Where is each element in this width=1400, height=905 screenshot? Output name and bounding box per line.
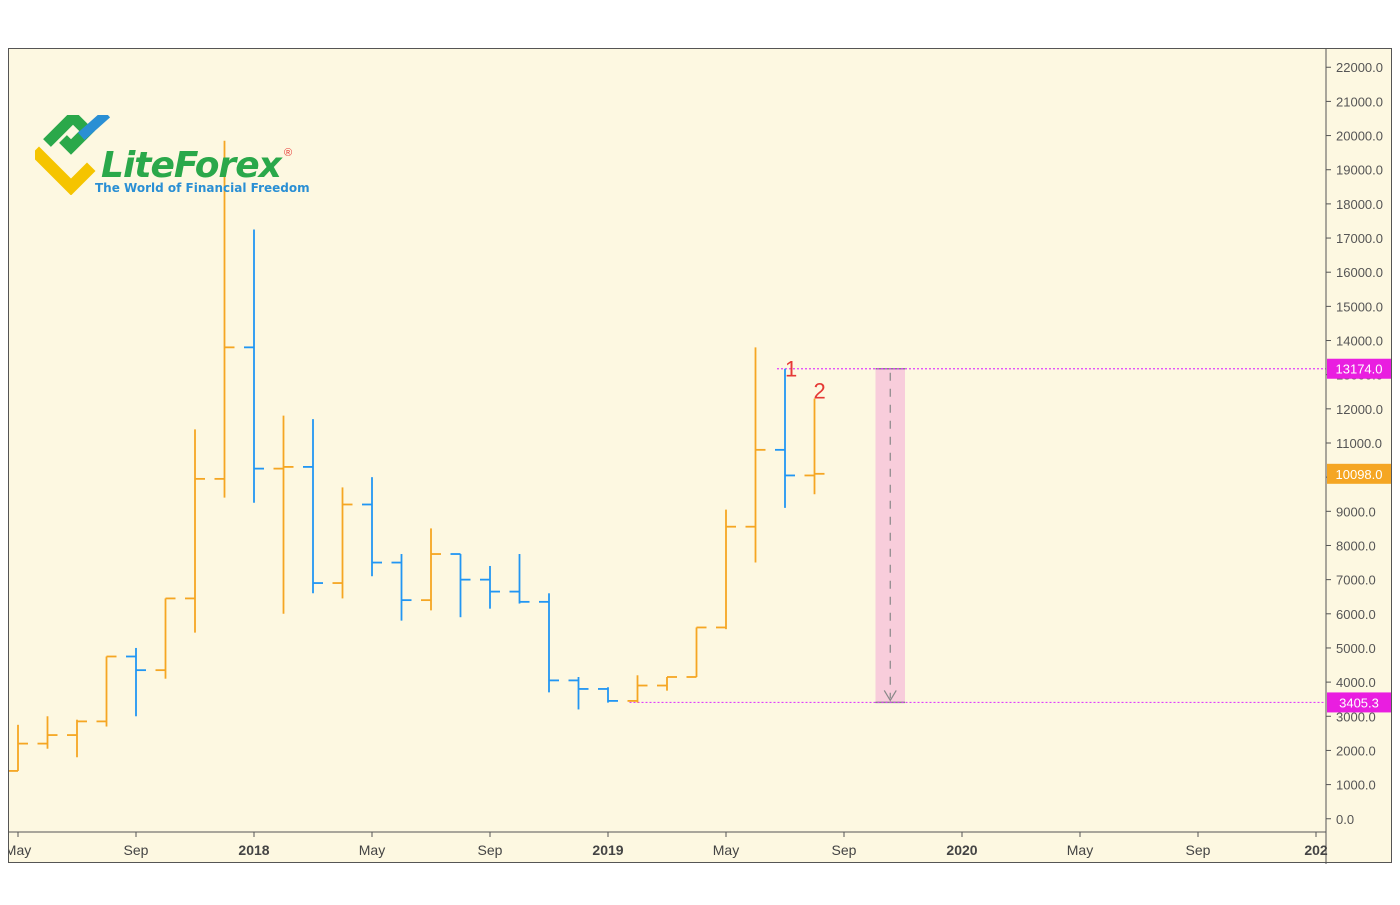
ohlc-bar	[598, 687, 618, 703]
liteforex-logo: LiteForex ® The World of Financial Freed…	[35, 115, 310, 199]
price-tick-label: 18000.0	[1336, 197, 1383, 212]
level-price-badge-1: 13174.0	[1336, 362, 1383, 377]
time-tick-label: Sep	[478, 842, 503, 858]
price-tick-label: 22000.0	[1336, 60, 1383, 75]
ohlc-bar	[568, 676, 589, 710]
price-tick-label: 3000.0	[1336, 709, 1376, 724]
ohlc-bar	[9, 724, 28, 772]
time-tick-label: 202	[1304, 842, 1328, 858]
price-tick-label: 5000.0	[1336, 641, 1376, 656]
ohlc-bar	[745, 347, 766, 563]
time-tick-label: 2018	[238, 842, 269, 858]
price-tick-label: 17000.0	[1336, 231, 1383, 246]
logo-mark-icon	[35, 115, 111, 195]
ohlc-bar	[539, 593, 559, 693]
ohlc-bar	[155, 597, 176, 679]
logo-word-forex: Forex	[173, 145, 282, 186]
ohlc-bar	[214, 140, 235, 498]
time-tick-label: 2019	[592, 842, 623, 858]
current-price-badge-bg	[1327, 463, 1391, 484]
ohlc-bar	[657, 676, 677, 691]
level-price-badge-2-bg	[1327, 692, 1391, 713]
price-tick-label: 11000.0	[1336, 436, 1382, 451]
price-tick-label: 21000.0	[1336, 94, 1383, 109]
registered-mark: ®	[284, 147, 293, 159]
range-projection	[875, 367, 905, 704]
ohlc-bar	[37, 716, 58, 749]
time-tick-label: May	[713, 842, 739, 858]
ohlc-bar	[126, 647, 146, 717]
current-price-badge: 10098.0	[1336, 467, 1383, 482]
price-tick-label: 12000.0	[1336, 402, 1383, 417]
price-tick-label: 7000.0	[1336, 573, 1376, 588]
price-tick-label: 8000.0	[1336, 538, 1376, 553]
horizontal-levels[interactable]	[629, 368, 1327, 704]
price-chart[interactable]: 12 0.0 1000.0 2000.0 3000.0 4000.0 5000.0 6000…	[9, 49, 1393, 864]
ohlc-bar	[273, 415, 294, 614]
level-price-badge-2: 3405.3	[1339, 695, 1379, 710]
ohlc-bar	[480, 565, 500, 609]
price-axis[interactable]: 0.0 1000.0 2000.0 3000.0 4000.0 5000.0 6000.0 7…	[1325, 49, 1383, 864]
level-price-badge-1-bg	[1327, 358, 1391, 379]
time-tick-label: Sep	[124, 842, 149, 858]
annotation-label-1: 1	[785, 357, 797, 382]
price-tick-label: 9000.0	[1336, 504, 1376, 519]
price-tick-label: 1000.0	[1336, 778, 1376, 793]
ohlc-bar	[716, 509, 736, 630]
range-arrow-head-icon	[883, 690, 897, 702]
price-tick-label: 14000.0	[1336, 334, 1383, 349]
ohlc-bar	[421, 528, 441, 611]
time-tick-label: May	[9, 842, 31, 858]
ohlc-bar	[450, 553, 471, 618]
time-tick-label: 2020	[946, 842, 977, 858]
wave-annotations: 12	[785, 357, 826, 404]
ohlc-bar	[509, 554, 530, 604]
price-badges: 13174.0 3405.3 10098.0	[1327, 358, 1391, 713]
price-tick-label: 6000.0	[1336, 607, 1376, 622]
ohlc-bar	[96, 655, 117, 727]
time-tick-label: Sep	[1186, 842, 1211, 858]
ohlc-bar	[804, 398, 825, 495]
price-tick-label: 16000.0	[1336, 265, 1383, 280]
price-tick-label: 4000.0	[1336, 675, 1376, 690]
time-axis[interactable]: May Sep 2018 May Sep 2019 May Sep 2020 May Sep 202	[9, 831, 1328, 858]
ohlc-bar	[185, 429, 205, 633]
ohlc-bar	[391, 554, 412, 621]
logo-tagline: The World of Financial Freedom	[95, 181, 310, 195]
price-tick-label: 15000.0	[1336, 299, 1383, 314]
price-tick-label: 2000.0	[1336, 743, 1376, 758]
ohlc-bar	[67, 719, 87, 758]
time-tick-label: Sep	[832, 842, 857, 858]
ohlc-bar	[244, 229, 264, 503]
ohlc-bar	[686, 626, 707, 678]
logo-wordmark: LiteForex	[101, 145, 282, 186]
annotation-label-2: 2	[814, 379, 826, 404]
ohlc-bar	[362, 477, 382, 577]
time-tick-label: May	[1067, 842, 1093, 858]
ohlc-bar	[775, 368, 795, 508]
logo-word-lite: Lite	[101, 145, 175, 186]
ohlc-bar	[332, 487, 353, 599]
price-tick-label: 20000.0	[1336, 129, 1383, 144]
price-tick-label: 0.0	[1336, 812, 1354, 827]
ohlc-bar	[303, 419, 323, 594]
time-tick-label: May	[359, 842, 385, 858]
price-tick-label: 19000.0	[1336, 163, 1383, 178]
ohlc-bar	[627, 675, 648, 703]
ohlc-bars	[9, 140, 825, 772]
